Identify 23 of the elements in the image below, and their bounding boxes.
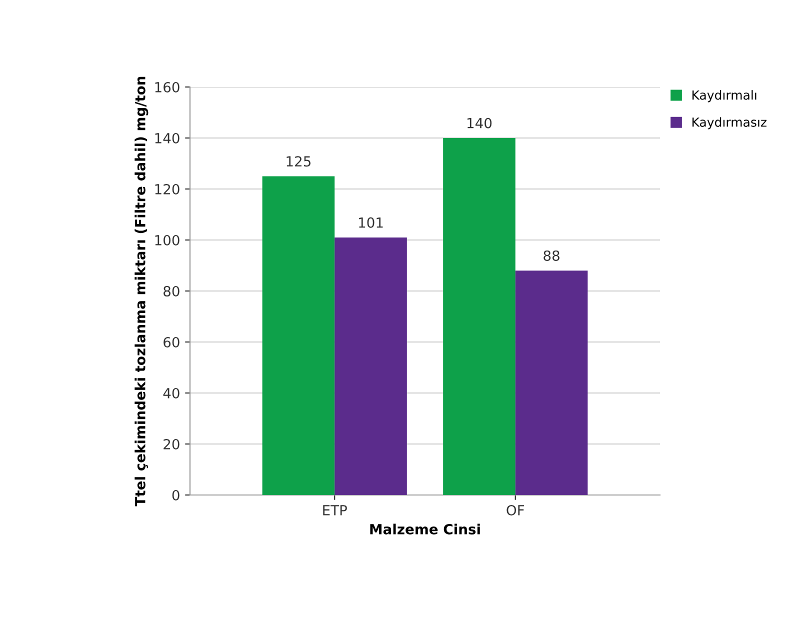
y-tick-label: 140	[155, 132, 180, 144]
data-label: 125	[286, 156, 311, 167]
bar	[443, 138, 516, 495]
bar	[334, 237, 407, 495]
y-tick-label: 120	[155, 184, 180, 194]
legend-label: Kaydırmasız	[692, 117, 766, 130]
y-tick-label: 60	[164, 336, 180, 348]
y-tick-label: 0	[172, 490, 180, 500]
y-tick-label: 80	[164, 286, 180, 296]
data-label: 88	[544, 250, 560, 261]
legend-label: Kaydırmalı	[692, 90, 756, 102]
y-tick-label: 100	[155, 234, 180, 246]
x-axis-title: Malzeme Cinsi	[370, 524, 480, 534]
y-tick-label: 40	[163, 388, 180, 398]
bar	[515, 270, 588, 495]
x-tick-label: ETP	[323, 505, 347, 516]
y-tick-label: 160	[155, 82, 180, 92]
x-tick-label: OF	[506, 504, 524, 516]
y-tick-label: 20	[164, 438, 180, 450]
data-label: 140	[468, 118, 492, 128]
data-label: 101	[359, 217, 383, 228]
y-axis-title: Ttel çekimindeki tozlanma miktarı (Filtre dahil) mg/ton	[134, 76, 148, 506]
bar	[262, 176, 335, 495]
